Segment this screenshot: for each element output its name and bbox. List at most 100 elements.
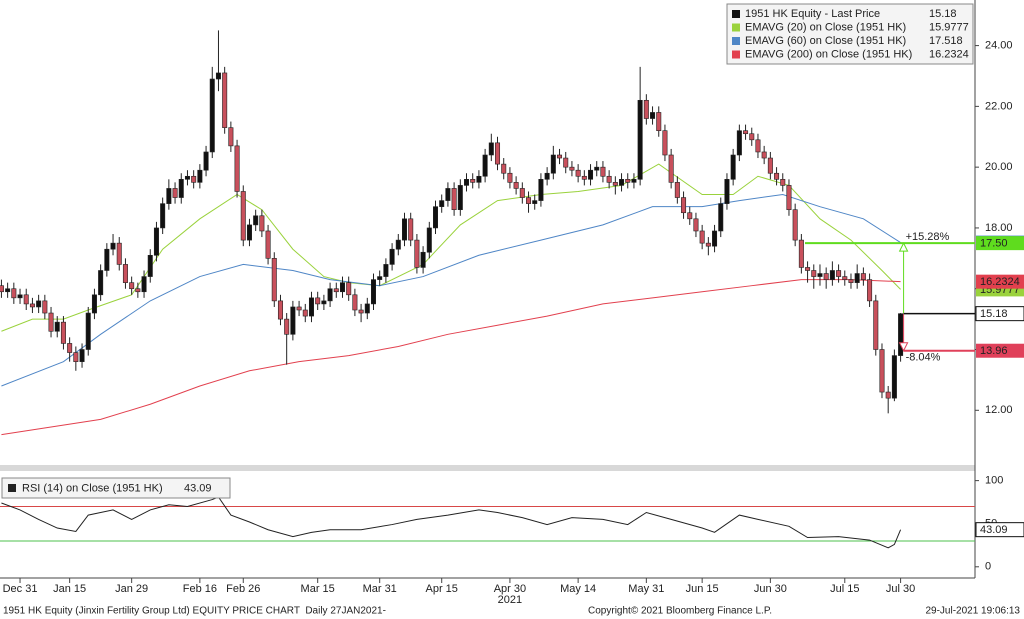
y-tick-label: 18.00 xyxy=(985,222,1013,234)
candle-body xyxy=(699,230,705,244)
annotation-change: +15.28% xyxy=(906,231,950,243)
y-tick-label: 20.00 xyxy=(985,161,1013,173)
candle-body xyxy=(637,99,643,180)
candle-body xyxy=(867,279,873,302)
candle-body xyxy=(178,179,184,198)
candle-body xyxy=(482,154,488,177)
x-tick-label: Feb 26 xyxy=(226,583,260,595)
footer-center: Copyright© 2021 Bloomberg Finance L.P. xyxy=(588,606,772,617)
axis-value-tag xyxy=(976,343,1024,358)
candle-body xyxy=(209,78,215,153)
candle-body xyxy=(451,188,457,211)
candle-body xyxy=(743,130,749,135)
candle-body xyxy=(488,142,494,156)
candle-body xyxy=(370,279,376,305)
legend-swatch xyxy=(732,10,740,18)
candle-body xyxy=(538,179,544,201)
candle-body xyxy=(23,294,29,305)
candle-body xyxy=(333,288,339,293)
candle-body xyxy=(265,230,271,259)
legend-label: EMAVG (200) on Close (1951 HK) xyxy=(745,48,912,60)
candle-body xyxy=(619,179,625,186)
panel-separator xyxy=(0,465,975,471)
candle-body xyxy=(829,270,835,280)
candle-body xyxy=(662,130,668,156)
x-tick-label: Apr 30 xyxy=(494,583,526,595)
candle-body xyxy=(339,282,345,293)
candle-body xyxy=(197,169,203,183)
legend-label: RSI (14) on Close (1951 HK) xyxy=(22,482,163,494)
footer-right: 29-Jul-2021 19:06:13 xyxy=(925,606,1020,617)
candle-body xyxy=(408,218,414,241)
candle-body xyxy=(377,276,383,280)
candle-body xyxy=(166,188,172,204)
candle-body xyxy=(575,169,581,177)
candle-body xyxy=(643,99,649,119)
candle-body xyxy=(507,172,513,183)
candle-body xyxy=(600,166,606,177)
candle-body xyxy=(129,282,135,290)
candle-body xyxy=(79,349,85,362)
axis-value-tag-label: 13.96 xyxy=(980,345,1008,357)
x-tick-label: Mar 31 xyxy=(363,583,397,595)
candle-body xyxy=(805,267,811,271)
candle-body xyxy=(122,264,128,283)
candle-body xyxy=(364,303,370,314)
candle-body xyxy=(358,309,364,314)
candle-body xyxy=(445,188,451,201)
candle-body xyxy=(116,242,122,265)
axis-value-tag-label: 43.09 xyxy=(980,524,1008,536)
annotation-arrowhead xyxy=(898,242,909,252)
candle-body xyxy=(476,175,482,183)
y-tick-label: 24.00 xyxy=(985,39,1013,51)
candle-body xyxy=(780,179,786,186)
candle-body xyxy=(401,218,407,241)
candle-body xyxy=(749,133,755,141)
candle-body xyxy=(612,182,618,186)
candle-body xyxy=(693,218,699,232)
candle-body xyxy=(470,179,476,183)
candle-body xyxy=(234,145,240,192)
annotation-change: -8.04% xyxy=(906,352,941,364)
candle-body xyxy=(184,175,190,180)
ema-line xyxy=(1,279,901,436)
candle-body xyxy=(308,297,314,317)
axis-value-tag xyxy=(976,274,1024,289)
legend-value: 43.09 xyxy=(184,482,212,494)
x-tick-label: Dec 31 xyxy=(3,583,38,595)
candle-body xyxy=(860,273,866,280)
candle-body xyxy=(464,179,470,186)
candle-body xyxy=(594,166,600,171)
candle-body xyxy=(879,349,885,393)
candle-body xyxy=(786,185,792,211)
candle-body xyxy=(891,355,897,399)
candle-body xyxy=(885,391,891,399)
y-tick-label: 22.00 xyxy=(985,100,1013,112)
candle-body xyxy=(290,306,296,335)
x-tick-label: Jul 15 xyxy=(830,583,859,595)
candle-body xyxy=(550,154,556,174)
candle-body xyxy=(718,203,724,232)
y-tick-label: 12.00 xyxy=(985,404,1013,416)
candle-body xyxy=(842,276,848,280)
legend-box xyxy=(726,3,974,65)
candle-body xyxy=(228,127,234,147)
candle-body xyxy=(563,157,569,168)
candle-body xyxy=(854,273,860,283)
candle-body xyxy=(631,179,637,183)
candle-body xyxy=(755,139,761,153)
legend-box xyxy=(1,477,231,499)
axis-value-tag xyxy=(976,236,1024,251)
candle-body xyxy=(798,239,804,268)
candle-body xyxy=(271,258,277,302)
candle-body xyxy=(104,248,110,271)
legend-label: EMAVG (60) on Close (1951 HK) xyxy=(745,35,906,47)
candle-body xyxy=(160,203,166,229)
y-tick-label: 100 xyxy=(985,475,1003,487)
candle-body xyxy=(848,279,854,283)
axis-value-tag-label: 15.18 xyxy=(980,308,1008,320)
candle-body xyxy=(792,209,798,241)
candle-body xyxy=(544,172,550,180)
legend-swatch xyxy=(8,484,16,492)
